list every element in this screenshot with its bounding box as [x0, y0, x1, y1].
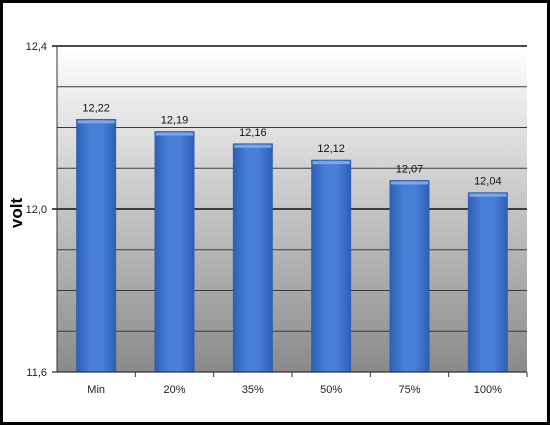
data-label: 12,16: [239, 127, 267, 139]
bar-highlight: [234, 144, 272, 148]
bar-group: [311, 159, 352, 373]
bar: [76, 118, 117, 373]
bars: [76, 118, 508, 373]
y-tick-label: 12,0: [26, 204, 47, 216]
x-tick-label: 35%: [242, 384, 264, 396]
x-tick-label: Min: [87, 384, 105, 396]
y-tick-label: 11,6: [26, 367, 47, 379]
x-tick-label: 75%: [398, 384, 420, 396]
x-tick-label: 100%: [474, 384, 502, 396]
data-label: 12,07: [396, 163, 424, 175]
bar-highlight: [77, 120, 115, 124]
x-tick-label: 20%: [163, 384, 185, 396]
data-label: 12,19: [161, 115, 189, 127]
bar-group: [76, 118, 117, 373]
data-label: 12,22: [82, 102, 110, 114]
labels: 11,6 12,0 12,4 12,22 Min 12,19 20% 12,16 35% 12,1…: [26, 41, 503, 396]
bar: [467, 192, 508, 373]
bar: [232, 143, 273, 373]
bar-group: [154, 131, 195, 373]
bar-highlight: [390, 181, 429, 185]
bar: [389, 180, 430, 373]
gridlines: [52, 45, 527, 332]
bar-highlight: [469, 193, 507, 197]
bar-highlight: [312, 161, 350, 165]
axes: [52, 46, 528, 377]
bar-group: [232, 143, 273, 373]
bar: [154, 131, 195, 373]
data-label: 12,04: [474, 176, 502, 188]
y-axis-label: volt: [7, 198, 26, 229]
y-tick-label: 12,4: [26, 41, 47, 53]
x-tick-label: 50%: [320, 384, 342, 396]
data-label: 12,12: [317, 143, 345, 155]
bar-highlight: [155, 132, 194, 136]
bar-group: [389, 180, 430, 373]
bar-group: [467, 192, 508, 373]
bar: [311, 159, 352, 373]
